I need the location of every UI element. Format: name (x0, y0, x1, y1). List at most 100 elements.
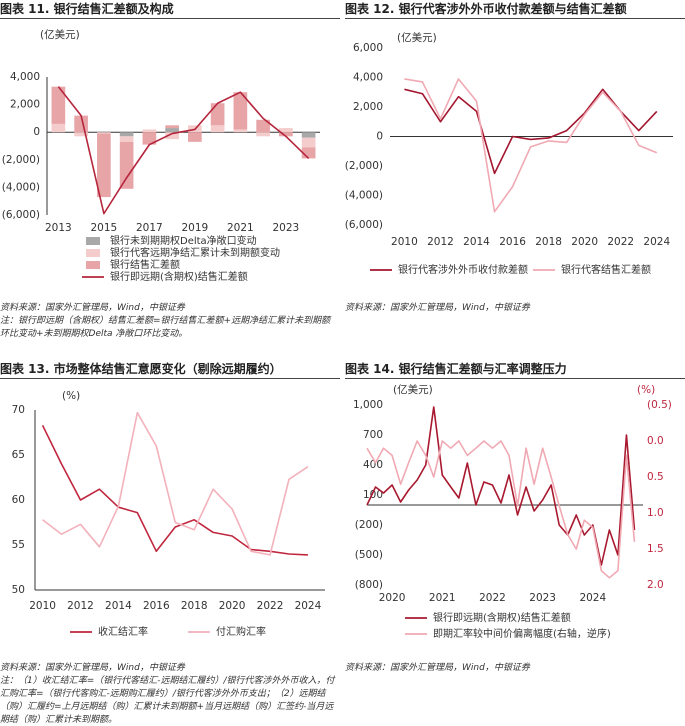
bar (301, 147, 316, 159)
y-tick-label: 400 (363, 459, 383, 471)
bar (165, 132, 179, 140)
legend-label: 银行即远期(含期权)结售汇差额 (110, 270, 248, 283)
bar (279, 128, 293, 133)
legend-swatch (86, 249, 100, 257)
y-tick-label: 50 (12, 584, 25, 596)
line-series (366, 440, 636, 579)
x-tick-label: 2022 (257, 600, 284, 612)
bar (74, 132, 88, 137)
bar (51, 123, 66, 133)
legend-label: 付汇购汇率 (216, 625, 266, 638)
figure-title: 图表 12. 银行代客涉外外币收付款差额与结售汇差额 (345, 0, 685, 19)
y-unit: (亿美元) (397, 31, 437, 44)
y-tick-label: (500) (355, 549, 383, 561)
x-tick-label: 2023 (529, 592, 556, 604)
y-tick-label: 6,000 (353, 42, 383, 54)
bar (142, 132, 157, 145)
bar (119, 136, 134, 142)
figure-title: 图表 11. 银行结售汇差额及构成 (0, 0, 340, 19)
bar (188, 132, 202, 142)
y-tick-label: (6,000) (2, 209, 40, 221)
y2-unit: (%) (637, 384, 655, 396)
source-text: 资料来源：国家外汇管理局，Wind，中银证券 (0, 663, 185, 673)
legend-label: 银行结售汇差额 (110, 258, 180, 271)
x-tick-label: 2024 (643, 236, 670, 248)
y2-tick-label: 2.0 (647, 579, 664, 591)
y-unit: (%) (62, 390, 80, 402)
y-tick-label: (6,000) (345, 219, 383, 231)
line-series (41, 424, 308, 556)
x-tick-label: 2012 (427, 236, 454, 248)
x-tick-label: 2024 (579, 592, 606, 604)
note-text: 注：银行即远期（含期权）结售汇差额=银行结售汇差额+远期净结汇累计未到期额环比变… (0, 316, 331, 339)
bar (97, 133, 111, 198)
line-series (57, 86, 310, 215)
y-tick-label: 4,000 (10, 71, 40, 83)
chart-panel: 图表 11. 银行结售汇差额及构成 (亿美元) (6,000) (4,000) (2,0… (0, 0, 340, 366)
y-tick-label: 60 (12, 494, 25, 506)
x-tick-label: 2020 (219, 600, 246, 612)
x-tick-label: 2012 (67, 600, 94, 612)
x-tick-label: 2014 (463, 236, 490, 248)
x-tick-label: 2015 (91, 222, 118, 234)
y-tick-label: (4,000) (2, 181, 40, 193)
bar (210, 125, 225, 133)
y-tick-label: (200) (355, 519, 383, 531)
bar (233, 129, 248, 133)
x-tick-label: 2014 (105, 600, 132, 612)
y-tick-label: 70 (12, 404, 25, 416)
chart-panel: 图表 14. 银行结售汇差额与汇率调整压力 (亿美元) (%) (800) (500)(… (345, 360, 685, 680)
bar (97, 132, 111, 134)
y-tick-label: (2,000) (2, 154, 40, 166)
figure-title: 图表 14. 银行结售汇差额与汇率调整压力 (345, 360, 685, 379)
bar (119, 141, 134, 189)
y-unit: (亿美元) (393, 383, 433, 396)
legend-swatch (86, 261, 100, 269)
legend-label: 收汇结汇率 (98, 625, 148, 638)
x-tick-label: 2016 (143, 600, 170, 612)
x-tick-label: 2013 (45, 222, 72, 234)
line-series (404, 78, 658, 213)
chart: (亿美元) (6,000) (4,000) (2,000) 0 2,000 4,000 6,0… (345, 31, 673, 276)
source-text: 资料来源：国家外汇管理局，Wind，中银证券 (345, 303, 530, 313)
bar (165, 128, 179, 133)
y-tick-label: 2,000 (10, 99, 40, 111)
bar (279, 132, 293, 137)
x-tick-label: 2018 (535, 236, 562, 248)
y-tick-label: 100 (363, 489, 383, 501)
bar (210, 103, 225, 126)
x-tick-label: 2022 (479, 592, 506, 604)
note-text: 注：（1）收汇结汇率=（银行代客结汇-远期结汇履约）/银行代客涉外外币收入，付汇… (0, 676, 335, 725)
bar (142, 129, 157, 133)
bar (301, 137, 316, 148)
legend-label: 银行代客涉外外币收付款差额 (398, 263, 528, 276)
x-tick-label: 2010 (29, 600, 56, 612)
y2-tick-label: 0.0 (647, 435, 664, 447)
x-tick-label: 2024 (295, 600, 322, 612)
x-tick-label: 2017 (136, 222, 163, 234)
chart: (%) 50 55 60 65 70 2010 2012 2014 2016 2018 2020 202… (12, 390, 325, 638)
x-tick-label: 2023 (273, 222, 300, 234)
chart: (亿美元) (%) (800) (500) (200) 100 400 700 1,000 (0.… (353, 383, 672, 640)
y2-tick-label: 1.0 (647, 507, 664, 519)
legend-swatch (86, 237, 100, 245)
y-tick-label: (2,000) (345, 160, 383, 172)
x-tick-label: 2021 (429, 592, 456, 604)
line-series (42, 411, 309, 556)
x-tick-label: 2021 (227, 222, 254, 234)
legend-label: 即期汇率较中间价偏离幅度(右轴，逆序) (433, 627, 611, 640)
line-series (366, 406, 636, 566)
bar (256, 119, 270, 133)
y-tick-label: 4,000 (353, 72, 383, 84)
y-tick-label: 65 (12, 449, 25, 461)
chart-panel: 图表 13. 市场整体结售汇意愿变化（剔除远期履约） (%) 50 55 60 65 70 2… (0, 360, 340, 726)
y2-tick-label: (0.5) (647, 399, 672, 411)
y-tick-label: 0 (376, 131, 383, 143)
y2-tick-label: 0.5 (647, 471, 664, 483)
bar (165, 125, 179, 129)
y-tick-label: 2,000 (353, 101, 383, 113)
bar (51, 86, 66, 124)
bar (119, 132, 134, 137)
x-tick-label: 2010 (391, 236, 418, 248)
source-text: 资料来源：国家外汇管理局，Wind，中银证券 (345, 663, 530, 673)
